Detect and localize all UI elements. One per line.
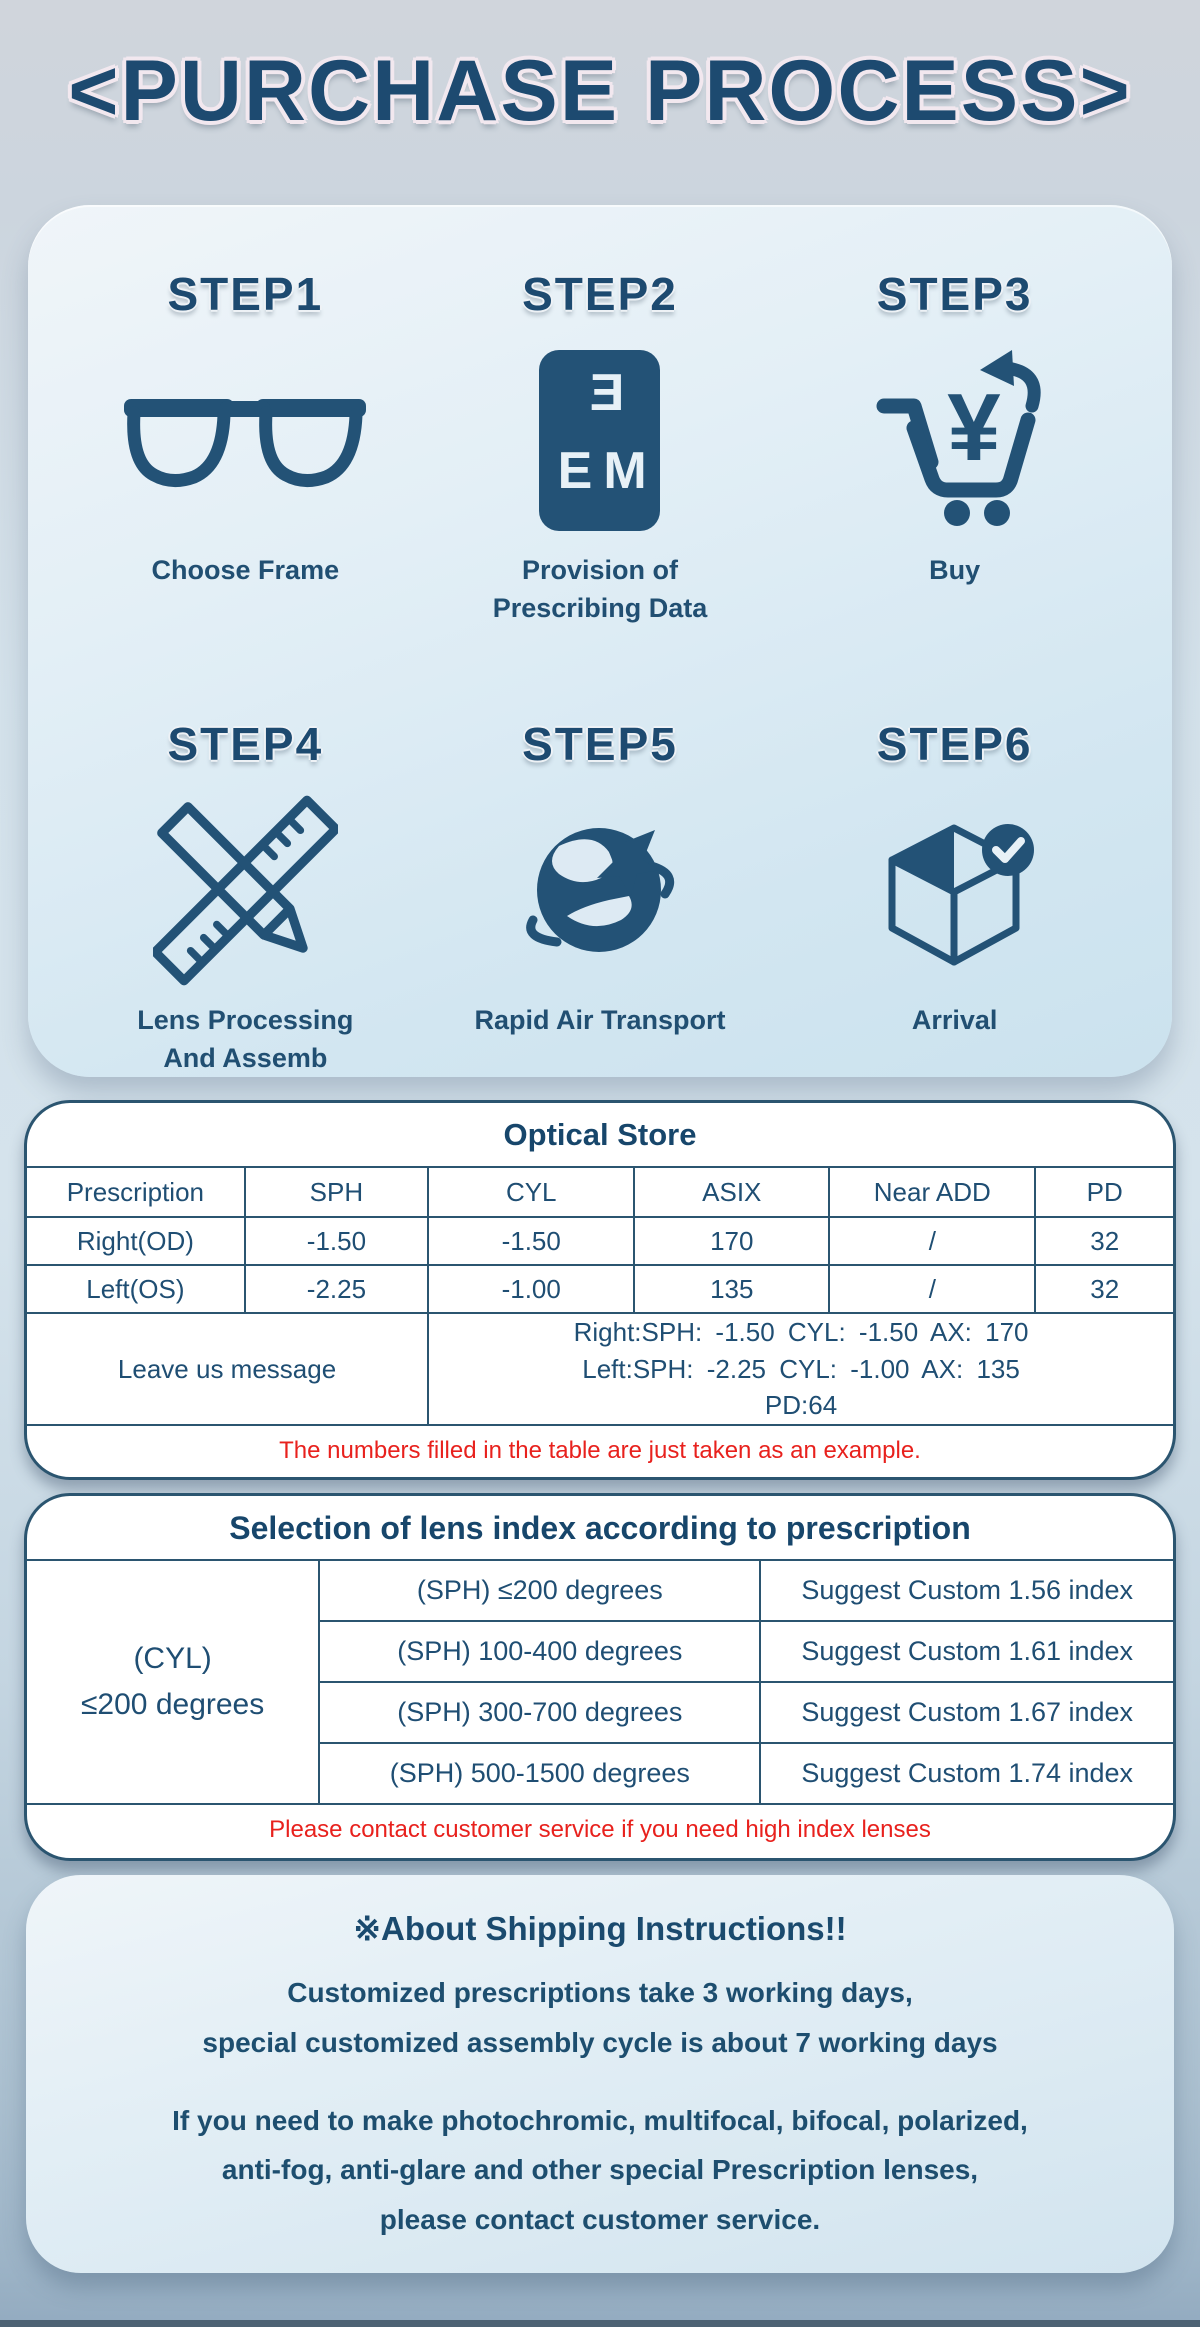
step-6-icon-box — [862, 793, 1047, 988]
steps-panel: STEP1 Choose Frame STEP2 E — [28, 205, 1172, 1077]
svg-text:E: E — [558, 442, 593, 500]
step-5-caption: Rapid Air Transport — [474, 1005, 726, 1035]
cyl-range-cell: (CYL) ≤200 degrees — [27, 1559, 321, 1805]
step-2-icon-box: E E M — [537, 343, 662, 538]
lens-index-panel: Selection of lens index according to pre… — [24, 1493, 1176, 1861]
optical-example-note: The numbers filled in the table are just… — [279, 1437, 921, 1464]
optical-store-panel: Optical Store Prescription SPH CYL ASIX … — [24, 1100, 1176, 1480]
step-3-icon-box: ¥ — [862, 343, 1047, 538]
lens-row-3: (SPH) 300-700 degrees Suggest Custom 1.6… — [27, 1681, 1173, 1744]
svg-text:E: E — [590, 364, 625, 422]
shipping-title: ※About Shipping Instructions!! — [353, 1910, 847, 1947]
svg-text:M: M — [604, 442, 647, 500]
page-title: <PURCHASE PROCESS> — [68, 43, 1132, 139]
col-pd: PD — [1034, 1166, 1173, 1218]
optical-store-title: Optical Store — [503, 1117, 697, 1152]
lens-row-1: (CYL) ≤200 degrees (SPH) ≤200 degrees Su… — [27, 1559, 1173, 1805]
col-near-add: Near ADD — [828, 1166, 1037, 1218]
eye-chart-icon: E E M — [539, 350, 661, 531]
lens-row-4: (SPH) 500-1500 degrees Suggest Custom 1.… — [27, 1742, 1173, 1805]
step-6-caption: Arrival — [911, 1005, 998, 1035]
lens-contact-note: Please contact customer service if you n… — [269, 1816, 931, 1843]
step-3-caption: Buy — [929, 555, 981, 585]
globe-plane-icon — [526, 828, 675, 952]
bottom-strip — [0, 2320, 1200, 2327]
message-row: Leave us message Right:SPH: -1.50 CYL: -… — [27, 1312, 1173, 1426]
step-5: STEP5 Rapid Air Transport — [423, 707, 778, 1078]
step-2: STEP2 E E M Provision of Prescribing Dat… — [423, 257, 778, 665]
message-label: Leave us message — [27, 1312, 430, 1426]
right-od-row: Right(OD) -1.50 -1.50 170 / 32 — [27, 1216, 1173, 1266]
col-cyl: CYL — [427, 1166, 636, 1218]
step-2-title: STEP2 — [522, 268, 678, 320]
shipping-panel: ※About Shipping Instructions!! Customize… — [26, 1875, 1174, 2273]
lens-index-title: Selection of lens index according to pre… — [229, 1510, 971, 1546]
pencil-ruler-icon — [152, 795, 338, 986]
box-check-icon — [888, 824, 1035, 966]
lens-index-table: (CYL) ≤200 degrees (SPH) ≤200 degrees Su… — [27, 1559, 1173, 1805]
step-5-title: STEP5 — [522, 718, 678, 770]
step-1-caption: Choose Frame — [151, 555, 340, 585]
lens-row-2: (SPH) 100-400 degrees Suggest Custom 1.6… — [27, 1620, 1173, 1683]
message-content: Right:SPH: -1.50 CYL: -1.50 AX: 170 Left… — [427, 1312, 1173, 1426]
prescription-table: Prescription SPH CYL ASIX Near ADD PD Ri… — [27, 1166, 1173, 1426]
col-asix: ASIX — [633, 1166, 831, 1218]
cart-yen-icon: ¥ — [876, 350, 1041, 526]
step-4-caption: Lens Processing And Assemb — [137, 1005, 354, 1073]
glasses-icon — [124, 398, 367, 487]
step-4: STEP4 Lens Processing And Assemb — [68, 707, 423, 1078]
shipping-paragraph-1: Customized prescriptions take 3 working … — [202, 1977, 998, 2058]
step-4-icon-box — [152, 793, 338, 988]
col-sph: SPH — [243, 1166, 430, 1218]
step-1-icon-box — [120, 343, 370, 538]
left-os-row: Left(OS) -2.25 -1.00 135 / 32 — [27, 1264, 1173, 1314]
step-3-title: STEP3 — [876, 268, 1033, 320]
shipping-paragraph-2: If you need to make photochromic, multif… — [172, 2104, 1028, 2236]
step-1-title: STEP1 — [167, 268, 324, 320]
svg-text:¥: ¥ — [947, 374, 1000, 481]
step-2-caption: Provision of Prescribing Data — [492, 555, 708, 623]
step-6-title: STEP6 — [876, 718, 1033, 770]
step-3: STEP3 ¥ Buy — [777, 257, 1132, 665]
col-prescription: Prescription — [27, 1166, 246, 1218]
step-1: STEP1 Choose Frame — [68, 257, 423, 665]
step-5-icon-box — [507, 793, 692, 988]
step-4-title: STEP4 — [167, 718, 324, 770]
step-6: STEP6 Arrival — [777, 707, 1132, 1078]
prescription-header-row: Prescription SPH CYL ASIX Near ADD PD — [27, 1166, 1173, 1218]
